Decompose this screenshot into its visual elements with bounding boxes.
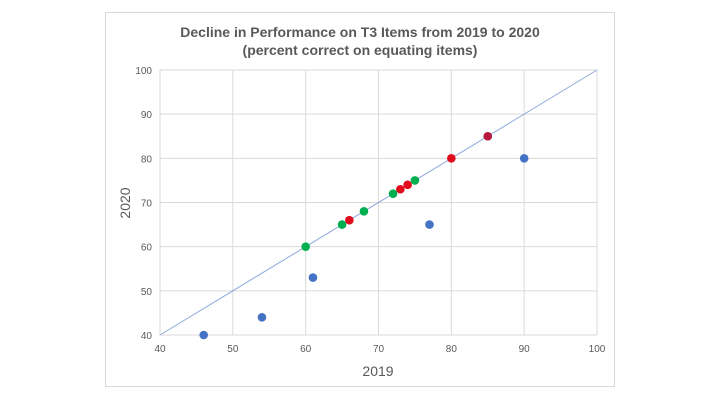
x-tick-label: 80 (446, 344, 458, 355)
y-tick-label: 80 (141, 154, 153, 165)
data-point (337, 220, 347, 229)
data-point (396, 184, 405, 194)
x-tick-label: 90 (519, 344, 531, 355)
data-point (301, 242, 310, 251)
data-point (410, 176, 420, 185)
data-point (308, 273, 318, 282)
data-point (425, 220, 434, 229)
x-tick-label: 40 (154, 344, 166, 355)
y-tick-label: 70 (141, 199, 153, 210)
data-point (519, 154, 529, 163)
chart-title: Decline in Performance on T3 Items from … (180, 24, 540, 40)
chart-frame (105, 12, 615, 387)
data-point (257, 313, 267, 322)
data-point (483, 131, 493, 141)
y-tick-label: 50 (141, 287, 153, 298)
x-tick-label: 100 (589, 344, 606, 355)
data-point (359, 207, 369, 216)
y-tick-label: 90 (141, 110, 153, 121)
data-point (447, 154, 456, 163)
y-tick-label: 60 (141, 243, 153, 254)
y-tick-label: 100 (135, 66, 152, 77)
data-point (345, 215, 354, 225)
y-axis-label: 2020 (117, 187, 133, 218)
x-tick-label: 60 (300, 344, 312, 355)
reference-line (159, 69, 598, 336)
data-point (199, 330, 208, 340)
data-point (403, 180, 412, 190)
chart-subtitle: (percent correct on equating items) (243, 42, 478, 58)
data-point (388, 189, 398, 198)
x-tick-label: 70 (373, 344, 385, 355)
y-tick-label: 40 (141, 331, 153, 342)
x-tick-label: 50 (227, 344, 239, 355)
x-axis-label: 2019 (362, 363, 393, 379)
